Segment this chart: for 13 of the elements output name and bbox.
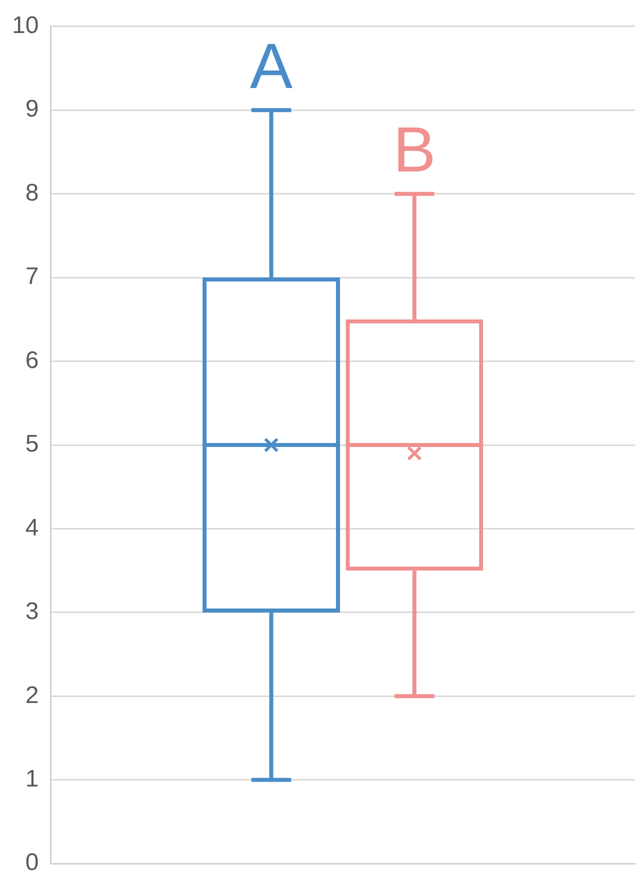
y-tick-label: 2 [25,682,39,709]
y-tick-label: 6 [25,346,39,374]
y-tick-label: 4 [25,514,39,542]
y-tick-label: 10 [12,12,39,40]
text: B [393,113,436,186]
y-tick-label: 5 [25,430,39,458]
text: A [250,30,293,102]
y-tick-label: 3 [25,598,39,626]
y-tick-label: 1 [25,766,39,793]
y-tick-label: 8 [25,179,39,206]
y-tick-label: 9 [25,96,39,123]
y-tick-label: 7 [25,263,39,290]
y-tick-label: 0 [25,849,39,876]
